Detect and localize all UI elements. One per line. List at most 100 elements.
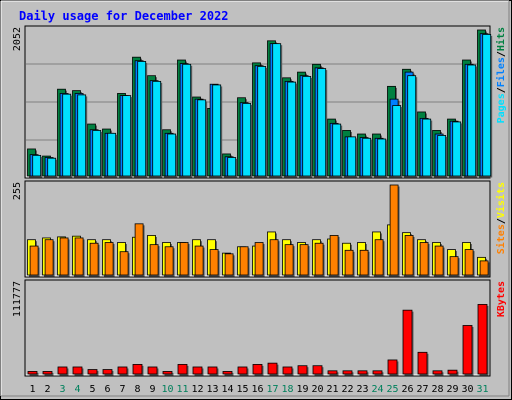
series-sites <box>29 184 490 277</box>
x-tick-label: 1 <box>29 384 35 395</box>
x-tick-label: 13 <box>206 384 218 395</box>
bar-sites-day-17 <box>269 239 279 276</box>
panel-visits-sites: 255 Sites/Visits <box>12 180 507 278</box>
bar-pages-day-4 <box>77 94 87 177</box>
legend-separator: / <box>496 51 507 57</box>
x-tick-label: 26 <box>401 384 413 395</box>
bar-kbytes-day-3 <box>57 366 68 375</box>
x-tick-label: 30 <box>461 384 473 395</box>
bar-sites-day-21 <box>329 235 339 276</box>
bar-pages-day-11 <box>182 63 192 177</box>
bar-pages-day-29 <box>452 121 462 177</box>
legend: Sites/Visits <box>495 182 507 254</box>
x-tick-label: 8 <box>134 384 140 395</box>
bar-kbytes-day-6 <box>102 369 113 375</box>
x-tick-label: 4 <box>74 384 80 395</box>
legend-kbytes: KBytes <box>496 281 507 317</box>
legend-files: Files <box>495 57 507 87</box>
x-tick-label: 21 <box>326 384 338 395</box>
y-tick-label: 255 <box>12 182 23 200</box>
x-tick-label: 29 <box>446 384 458 395</box>
bar-sites-day-26 <box>404 235 414 276</box>
legend: Pages/Files/Hits <box>495 27 507 123</box>
bar-sites-day-24 <box>374 239 384 276</box>
bar-sites-day-6 <box>104 242 114 276</box>
bar-sites-day-9 <box>149 244 159 276</box>
x-tick-label: 5 <box>89 384 95 395</box>
bar-pages-day-15 <box>242 103 252 177</box>
legend-sites: Sites <box>495 224 507 254</box>
bar-pages-day-12 <box>197 99 207 177</box>
x-tick-label: 28 <box>431 384 443 395</box>
x-tick-label: 18 <box>281 384 293 395</box>
bar-sites-day-14 <box>224 253 234 276</box>
bar-pages-day-27 <box>422 118 432 177</box>
bar-pages-day-20 <box>317 68 327 177</box>
legend-hits: Hits <box>495 27 507 51</box>
x-tick-label: 15 <box>236 384 248 395</box>
legend-pages: Pages <box>496 93 507 123</box>
bar-kbytes-day-16 <box>252 364 263 375</box>
bar-kbytes-day-28 <box>432 370 443 375</box>
bar-kbytes-day-23 <box>357 370 368 375</box>
bar-kbytes-day-31 <box>477 304 488 375</box>
legend-separator: / <box>496 87 507 93</box>
x-tick-label: 27 <box>416 384 428 395</box>
bar-pages-day-21 <box>332 123 342 177</box>
bar-sites-day-2 <box>44 239 54 276</box>
bar-sites-day-19 <box>299 244 309 276</box>
bar-sites-day-29 <box>449 256 459 276</box>
legend: KBytes <box>496 281 507 317</box>
bar-kbytes-day-18 <box>282 366 293 375</box>
bar-sites-day-16 <box>254 242 264 276</box>
y-tick-label: 111777 <box>12 281 23 317</box>
bar-sites-day-8 <box>134 223 144 276</box>
x-tick-label: 19 <box>296 384 308 395</box>
bar-sites-day-12 <box>194 245 204 276</box>
bar-sites-day-27 <box>419 242 429 276</box>
bar-kbytes-day-26 <box>402 309 413 375</box>
bar-kbytes-day-15 <box>237 366 248 375</box>
bar-pages-day-17 <box>272 43 282 177</box>
bar-kbytes-day-21 <box>327 370 338 375</box>
x-tick-label: 22 <box>341 384 353 395</box>
bar-pages-day-24 <box>377 138 387 177</box>
bar-kbytes-day-2 <box>42 371 53 375</box>
bar-sites-day-30 <box>464 249 474 276</box>
bar-pages-day-10 <box>167 133 177 177</box>
bar-pages-day-2 <box>47 157 57 177</box>
bar-kbytes-day-22 <box>342 370 353 375</box>
bar-sites-day-11 <box>179 242 189 276</box>
bar-sites-day-23 <box>359 249 369 276</box>
bar-kbytes-day-30 <box>462 325 473 375</box>
bar-pages-day-26 <box>407 75 417 177</box>
bar-pages-day-23 <box>362 137 372 177</box>
bar-pages-day-9 <box>152 80 162 177</box>
x-tick-label: 14 <box>221 384 233 395</box>
series-pages <box>32 34 493 178</box>
x-tick-label: 23 <box>356 384 368 395</box>
x-tick-label: 25 <box>386 384 398 395</box>
x-tick-label: 11 <box>176 384 188 395</box>
bar-pages-day-19 <box>302 75 312 177</box>
x-tick-label: 12 <box>191 384 203 395</box>
x-tick-label: 3 <box>59 384 65 395</box>
bar-sites-day-15 <box>239 246 249 276</box>
bar-pages-day-31 <box>482 34 492 177</box>
x-tick-label: 6 <box>104 384 110 395</box>
bar-kbytes-day-12 <box>192 366 203 375</box>
x-tick-label: 2 <box>44 384 50 395</box>
bar-kbytes-day-14 <box>222 371 233 375</box>
plot-border <box>24 180 491 278</box>
bar-kbytes-day-13 <box>207 366 218 375</box>
bar-pages-day-14 <box>227 157 237 177</box>
bar-sites-day-5 <box>89 242 99 276</box>
x-tick-label: 31 <box>476 384 488 395</box>
chart-panels: 2052Pages/Files/Hits255Sites/Visits11177… <box>12 25 507 377</box>
x-tick-label: 16 <box>251 384 263 395</box>
bar-sites-day-25 <box>389 184 399 276</box>
x-tick-label: 7 <box>119 384 125 395</box>
legend-visits: Visits <box>495 182 507 218</box>
